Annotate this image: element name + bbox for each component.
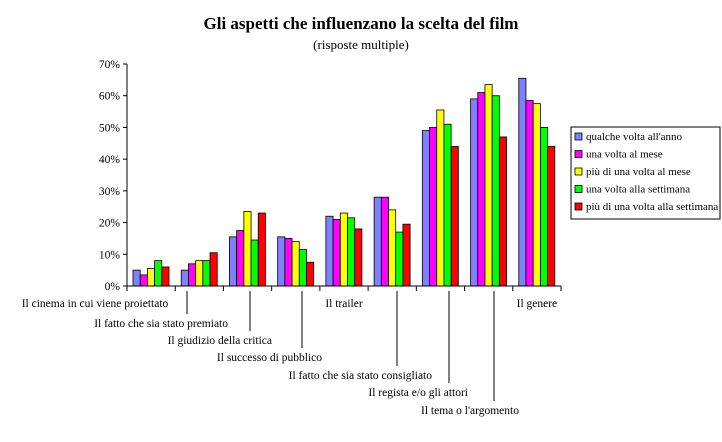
- y-tick-label: 30%: [99, 186, 121, 198]
- legend-swatch: [574, 132, 583, 141]
- bar: [306, 261, 315, 287]
- bar: [380, 196, 389, 287]
- bar: [257, 212, 266, 287]
- bar: [470, 98, 479, 287]
- bar: [325, 215, 334, 287]
- y-tick-label: 40%: [99, 154, 121, 166]
- bar: [547, 146, 556, 287]
- chart-title: Gli aspetti che influenzano la scelta de…: [203, 14, 519, 33]
- bar: [491, 95, 500, 287]
- bar: [388, 209, 397, 287]
- y-axis: 0% 10% 20% 30% 40% 50% 60% 70%: [99, 59, 128, 293]
- bar: [209, 252, 218, 287]
- chart-subtitle: (risposte multiple): [313, 37, 409, 52]
- x-tick-label: Il fatto che sia stato consigliato: [289, 370, 433, 382]
- bar: [243, 211, 252, 287]
- y-tick-label: 60%: [99, 91, 121, 103]
- bar: [532, 103, 541, 287]
- bar: [146, 268, 155, 287]
- bar: [450, 146, 459, 287]
- bar: [250, 239, 259, 287]
- bar: [436, 109, 445, 287]
- bar: [373, 196, 382, 287]
- bar: [518, 77, 527, 287]
- bar: [539, 127, 548, 287]
- legend-swatch: [574, 167, 583, 176]
- bar: [202, 260, 211, 287]
- bar: [154, 260, 163, 287]
- bar: [395, 231, 404, 287]
- legend-label: qualche volta all'anno: [586, 131, 683, 143]
- bar: [180, 269, 189, 287]
- bar: [402, 223, 411, 287]
- bar: [421, 130, 430, 287]
- y-tick-label: 70%: [99, 59, 121, 71]
- legend-swatch: [574, 202, 583, 211]
- bar: [484, 84, 493, 287]
- y-tick-label: 20%: [99, 218, 121, 230]
- legend: qualche volta all'anno una volta al mese p…: [570, 126, 721, 220]
- legend-label: una volta al mese: [586, 149, 663, 161]
- legend-label: più di una volta al mese: [586, 166, 691, 178]
- bar: [132, 269, 141, 287]
- x-tick-label: Il successo di pubblico: [217, 352, 322, 364]
- x-tick-label: Il tema o l'argomento: [421, 405, 519, 417]
- x-tick-label: Il fatto che sia stato premiato: [94, 318, 228, 330]
- bar: [277, 236, 286, 287]
- bar: [236, 230, 245, 287]
- legend-label: una volta alla settimana: [586, 184, 690, 196]
- bar: [195, 260, 204, 287]
- x-tick-label: Il giudizio della critica: [168, 335, 272, 347]
- bar: [229, 236, 238, 287]
- bar: [291, 241, 300, 287]
- y-tick-label: 0%: [105, 281, 121, 293]
- bar: [332, 218, 341, 287]
- bar: [347, 217, 356, 287]
- legend-swatch: [574, 150, 583, 158]
- bar: [161, 266, 170, 287]
- bar: [354, 228, 363, 287]
- x-axis: Il cinema in cui viene proiettato Il fatt…: [22, 285, 562, 417]
- x-tick-label: Il genere: [517, 298, 558, 310]
- bar: [139, 274, 148, 287]
- bar: [298, 249, 307, 287]
- y-tick-label: 50%: [99, 122, 121, 134]
- bar: [339, 212, 348, 287]
- bar: [429, 127, 438, 287]
- bar: [188, 263, 197, 287]
- bars: [132, 77, 556, 287]
- bar: [477, 92, 486, 287]
- bar: [525, 100, 534, 287]
- legend-label: più di una volta alla settimana: [586, 201, 718, 213]
- legend-swatch: [574, 185, 583, 193]
- bar: [443, 123, 452, 287]
- x-tick-label: Il trailer: [325, 298, 363, 310]
- x-tick-label: Il regista e/o gli attori: [368, 387, 468, 399]
- bar: [498, 136, 507, 287]
- y-tick-label: 10%: [99, 249, 121, 261]
- bar: [284, 238, 293, 287]
- legend-box: [570, 126, 721, 220]
- x-tick-label: Il cinema in cui viene proiettato: [22, 298, 169, 310]
